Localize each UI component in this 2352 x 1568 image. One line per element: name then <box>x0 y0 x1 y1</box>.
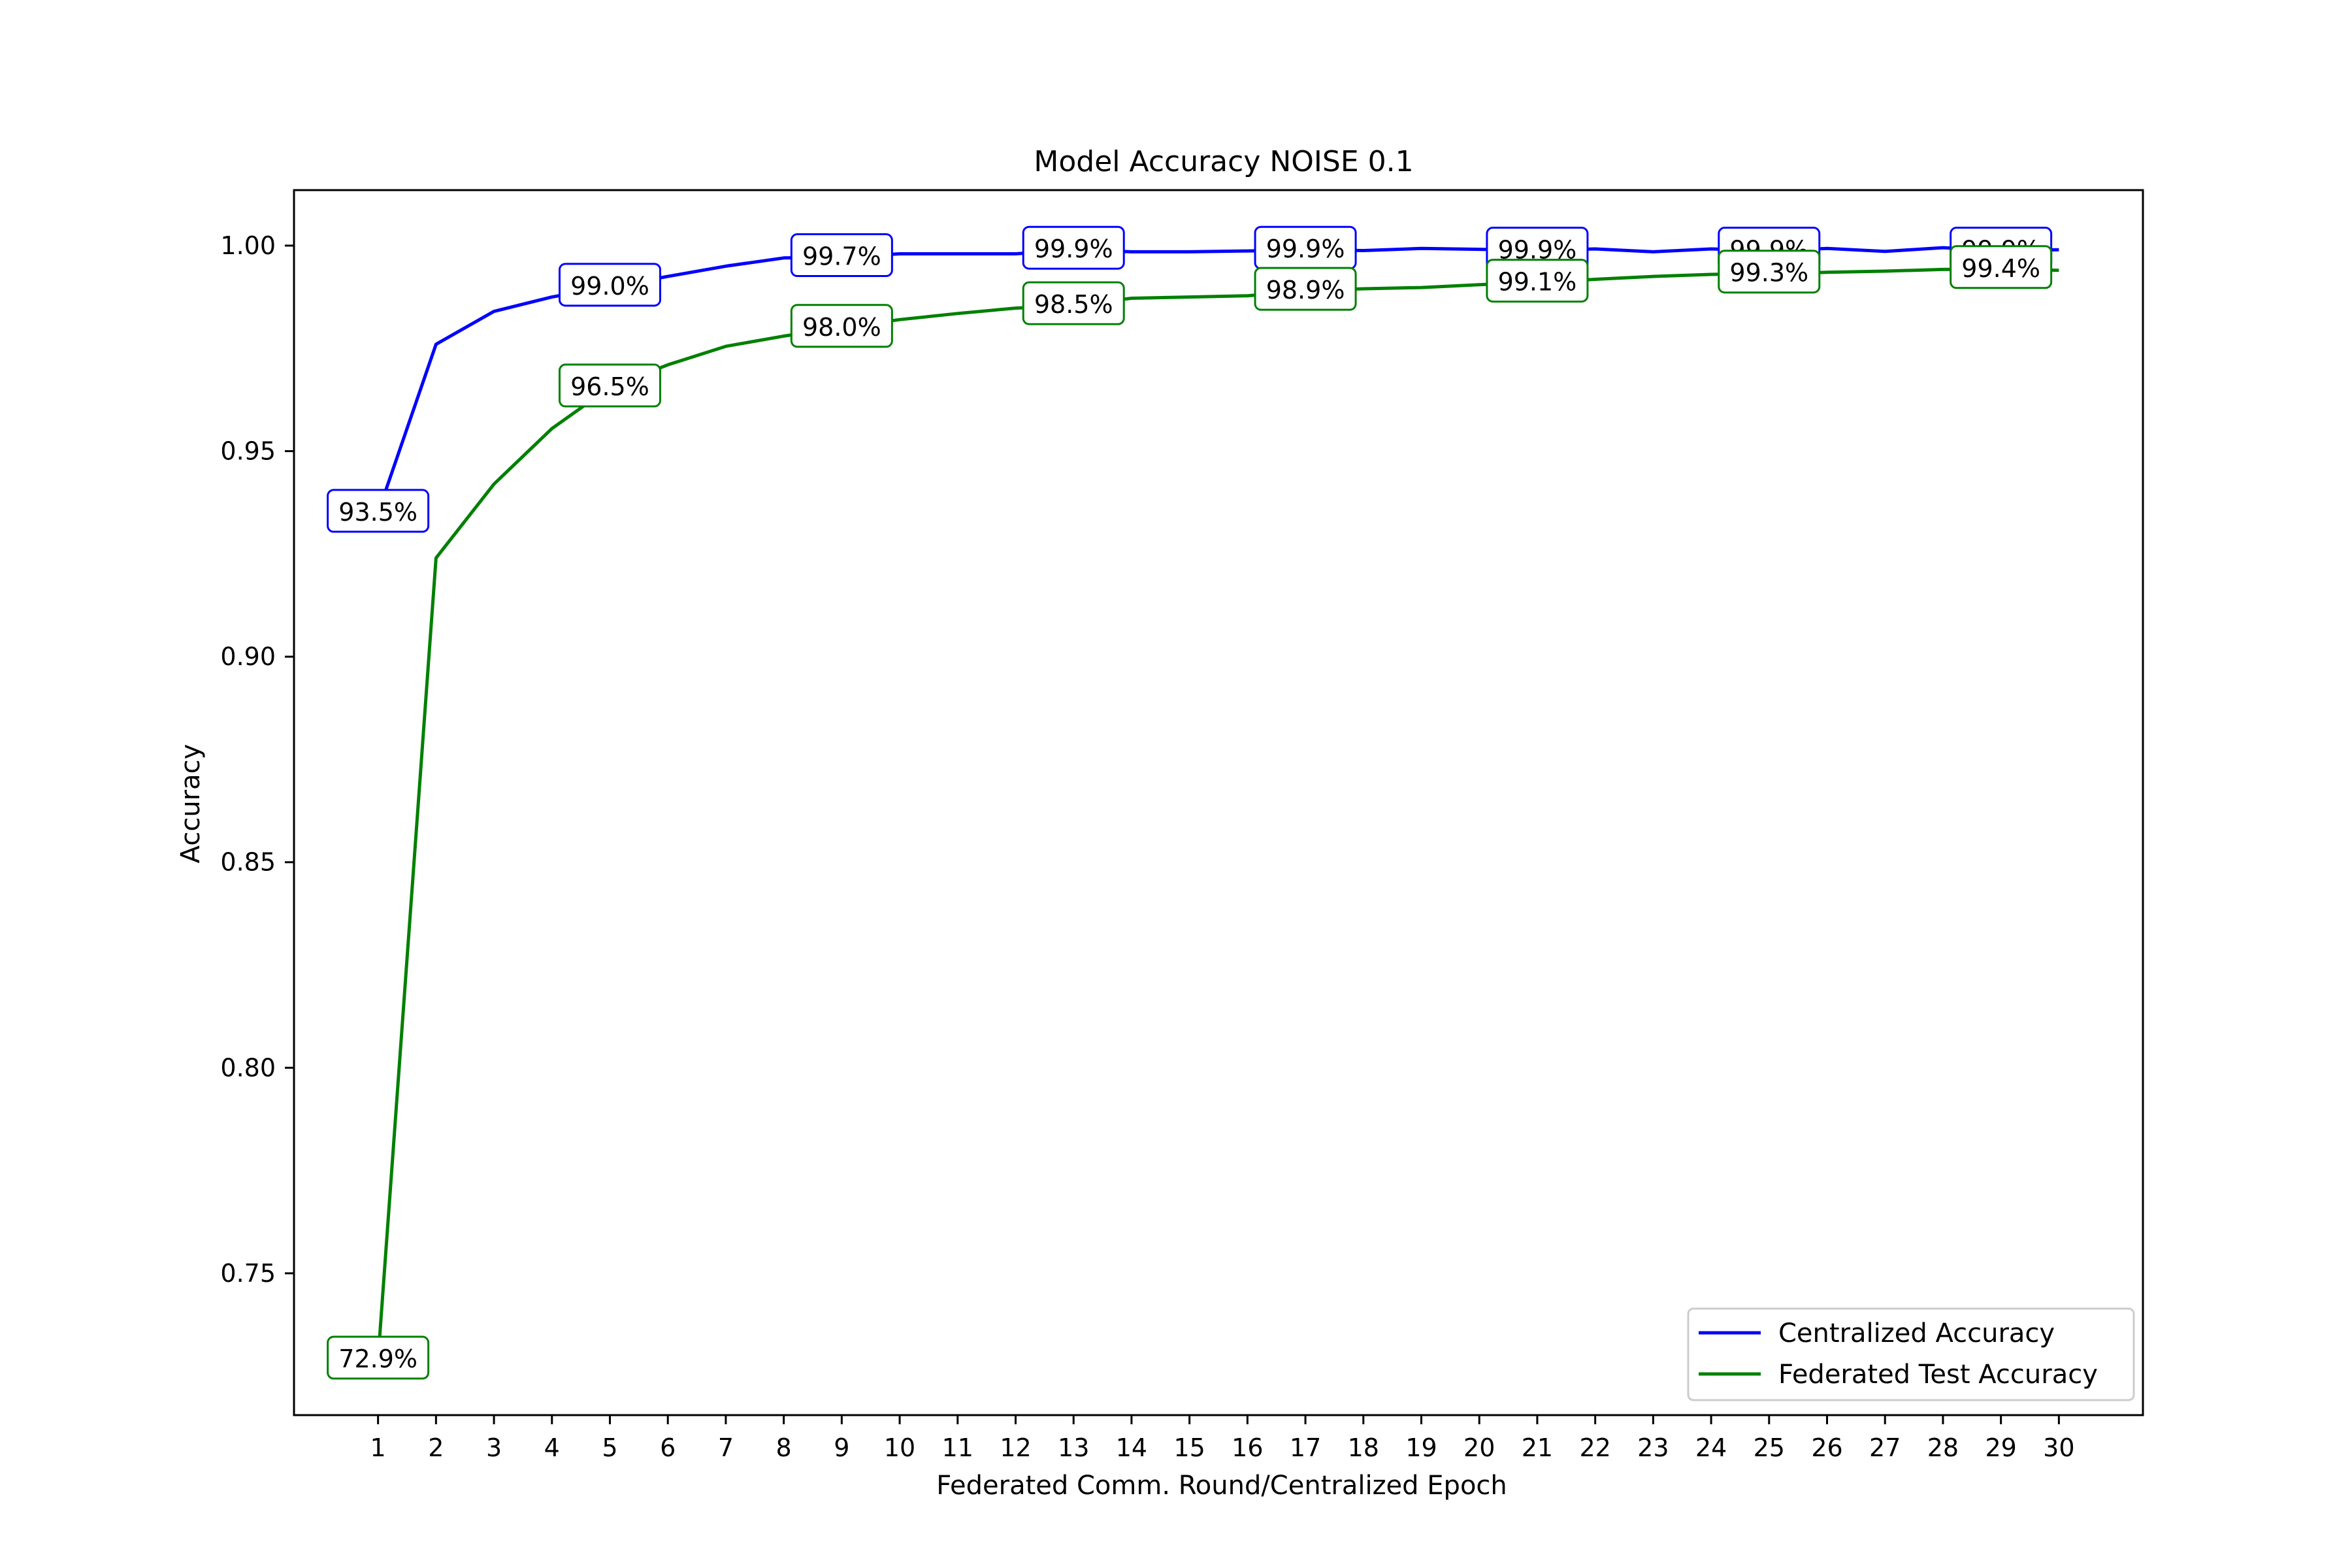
x-tick-label: 23 <box>1637 1433 1669 1462</box>
x-tick-label: 11 <box>942 1433 973 1462</box>
x-tick-label: 16 <box>1232 1433 1263 1462</box>
y-axis-label: Accuracy <box>176 744 206 864</box>
data-label-box <box>1486 259 1589 303</box>
y-tick-label: 0.80 <box>220 1053 276 1082</box>
data-label-text: 93.5% <box>338 498 417 527</box>
data-label-text: 99.7% <box>802 242 881 271</box>
x-tick-label: 14 <box>1116 1433 1147 1462</box>
x-tick-label: 24 <box>1695 1433 1727 1462</box>
x-tick-label: 8 <box>776 1433 792 1462</box>
data-label-federated: 99.4% <box>1950 245 2053 289</box>
data-label-federated: 98.0% <box>790 304 893 348</box>
data-label-centralized: 99.0% <box>558 263 661 307</box>
x-tick-label: 30 <box>2043 1433 2074 1462</box>
data-label-box <box>1718 250 1821 294</box>
data-label-box <box>1022 281 1125 325</box>
x-tick-label: 10 <box>884 1433 915 1462</box>
y-axis: 0.75 0.80 0.85 0.90 0.95 1.00 <box>220 231 294 1288</box>
data-label-federated: 99.1% <box>1486 259 1589 303</box>
data-label-box <box>558 363 661 408</box>
x-tick-label: 13 <box>1058 1433 1089 1462</box>
x-tick-label: 19 <box>1405 1433 1437 1462</box>
x-tick-label: 18 <box>1348 1433 1379 1462</box>
data-label-box <box>1022 225 1125 270</box>
x-tick-label: 12 <box>1000 1433 1031 1462</box>
y-tick-label: 0.90 <box>220 642 276 671</box>
data-label-text: 96.5% <box>570 372 649 401</box>
data-label-text: 99.1% <box>1498 268 1577 297</box>
data-label-federated: 98.9% <box>1254 267 1357 311</box>
data-label-federated: 72.9% <box>327 1335 430 1380</box>
data-label-box <box>327 1335 430 1380</box>
y-tick-label: 0.85 <box>220 848 276 877</box>
data-label-text: 99.4% <box>1961 254 2040 283</box>
x-tick-label: 2 <box>428 1433 444 1462</box>
data-label-centralized: 99.9% <box>1254 225 1357 270</box>
data-label-centralized: 99.9% <box>1022 225 1125 270</box>
x-axis: 1 2 3 4 5 6 7 8 9 10 11 12 13 14 15 16 17 18 19 20 21 22 23 24 2… <box>370 1415 2075 1462</box>
x-tick-label: 17 <box>1290 1433 1321 1462</box>
data-label-federated: 96.5% <box>558 363 661 408</box>
x-tick-label: 1 <box>370 1433 386 1462</box>
x-axis-label: Federated Comm. Round/Centralized Epoch <box>936 1471 1507 1501</box>
x-tick-label: 20 <box>1463 1433 1495 1462</box>
data-label-box <box>1254 267 1357 311</box>
x-tick-label: 26 <box>1811 1433 1842 1462</box>
data-label-centralized: 99.7% <box>790 233 893 278</box>
x-tick-label: 3 <box>486 1433 502 1462</box>
data-label-box <box>558 263 661 307</box>
data-label-text: 72.9% <box>338 1345 417 1373</box>
legend-label-federated: Federated Test Accuracy <box>1778 1360 2098 1390</box>
x-tick-label: 6 <box>660 1433 676 1462</box>
data-label-federated: 99.3% <box>1718 250 1821 294</box>
plot-frame <box>293 189 2144 1416</box>
y-tick-label: 0.75 <box>220 1259 276 1288</box>
data-label-box <box>790 304 893 348</box>
data-label-text: 99.0% <box>570 272 649 301</box>
y-tick-label: 0.95 <box>220 437 276 466</box>
x-tick-label: 15 <box>1173 1433 1205 1462</box>
x-tick-label: 27 <box>1869 1433 1901 1462</box>
data-label-text: 98.0% <box>802 313 881 342</box>
data-label-box <box>1950 245 2053 289</box>
data-label-text: 98.9% <box>1266 276 1345 304</box>
data-label-text: 99.9% <box>1034 235 1113 263</box>
data-label-federated: 98.5% <box>1022 281 1125 325</box>
chart-title: Model Accuracy NOISE 0.1 <box>1034 145 1413 178</box>
data-label-text: 98.5% <box>1034 290 1113 319</box>
x-tick-label: 22 <box>1579 1433 1610 1462</box>
x-tick-label: 9 <box>834 1433 849 1462</box>
data-label-text: 99.9% <box>1266 235 1345 263</box>
x-tick-label: 25 <box>1754 1433 1785 1462</box>
x-tick-label: 21 <box>1522 1433 1553 1462</box>
legend-box <box>1687 1307 2135 1401</box>
legend-label-centralized: Centralized Accuracy <box>1778 1318 2055 1348</box>
x-tick-label: 28 <box>1927 1433 1959 1462</box>
data-label-box <box>327 489 430 533</box>
x-tick-label: 4 <box>544 1433 560 1462</box>
x-tick-label: 7 <box>718 1433 734 1462</box>
legend: Centralized Accuracy Federated Test Accu… <box>1687 1307 2135 1401</box>
data-label-text: 99.3% <box>1729 259 1808 287</box>
data-label-centralized: 93.5% <box>327 489 430 533</box>
plot-area: 93.5%99.0%99.7%99.9%99.9%99.9%99.9%99.9%… <box>327 225 2059 1380</box>
data-label-box <box>790 233 893 278</box>
y-tick-label: 1.00 <box>220 231 276 260</box>
x-tick-label: 5 <box>602 1433 617 1462</box>
x-tick-label: 29 <box>1985 1433 2016 1462</box>
